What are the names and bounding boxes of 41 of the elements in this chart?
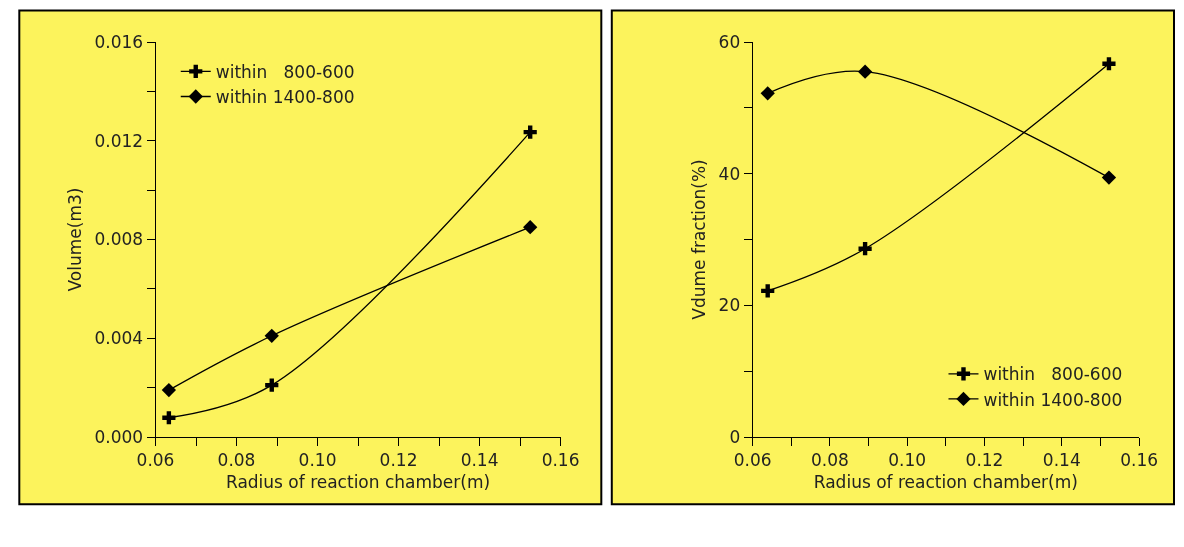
y-tick-label: 0.012 (94, 130, 144, 151)
y-tick-label: 40 (718, 163, 741, 184)
legend-label: within 800-600 (215, 62, 355, 83)
x-tick-label: 0.06 (136, 450, 175, 471)
legend-label: within 800-600 (983, 364, 1123, 385)
point (523, 220, 538, 235)
x-tick-label: 0.10 (298, 450, 337, 471)
point (760, 86, 775, 101)
y-tick-label: 0.000 (94, 426, 144, 447)
point (161, 382, 177, 398)
y-tick-label: 0 (729, 426, 741, 447)
x-tick-label: 0.14 (460, 450, 499, 471)
y-tick-label: 60 (718, 31, 741, 52)
x-tick-label: 0.16 (541, 450, 580, 471)
point (761, 284, 775, 298)
y-tick-label: 20 (718, 295, 741, 316)
y-tick-label: 0.004 (94, 328, 144, 349)
point (1101, 170, 1117, 185)
point (1102, 57, 1116, 71)
x-axis-title: Radius of reaction chamber(m) (225, 471, 491, 492)
x-tick-label: 0.08 (810, 450, 849, 471)
legend-label: within 1400-800 (983, 389, 1123, 410)
legend-label: within 1400-800 (215, 87, 355, 108)
point (523, 125, 537, 139)
x-tick-label: 0.14 (1042, 450, 1081, 471)
x-tick-label: 0.06 (733, 450, 772, 471)
x-tick-label: 0.16 (1120, 450, 1159, 471)
point (264, 328, 279, 343)
point (162, 411, 176, 425)
x-axis-title: Radius of reaction chamber(m) (813, 471, 1078, 492)
x-tick-label: 0.10 (888, 450, 927, 471)
y-axis-title: Vdume fraction(%) (689, 159, 710, 320)
y-tick-label: 0.008 (94, 229, 144, 250)
y-tick-label: 0.016 (94, 31, 144, 52)
x-tick-label: 0.08 (217, 450, 256, 471)
point (858, 242, 872, 256)
x-tick-label: 0.12 (379, 450, 418, 471)
x-tick-label: 0.12 (965, 450, 1004, 471)
y-axis-title: Volume(m3) (64, 187, 85, 292)
point (265, 378, 279, 392)
point (857, 64, 873, 79)
